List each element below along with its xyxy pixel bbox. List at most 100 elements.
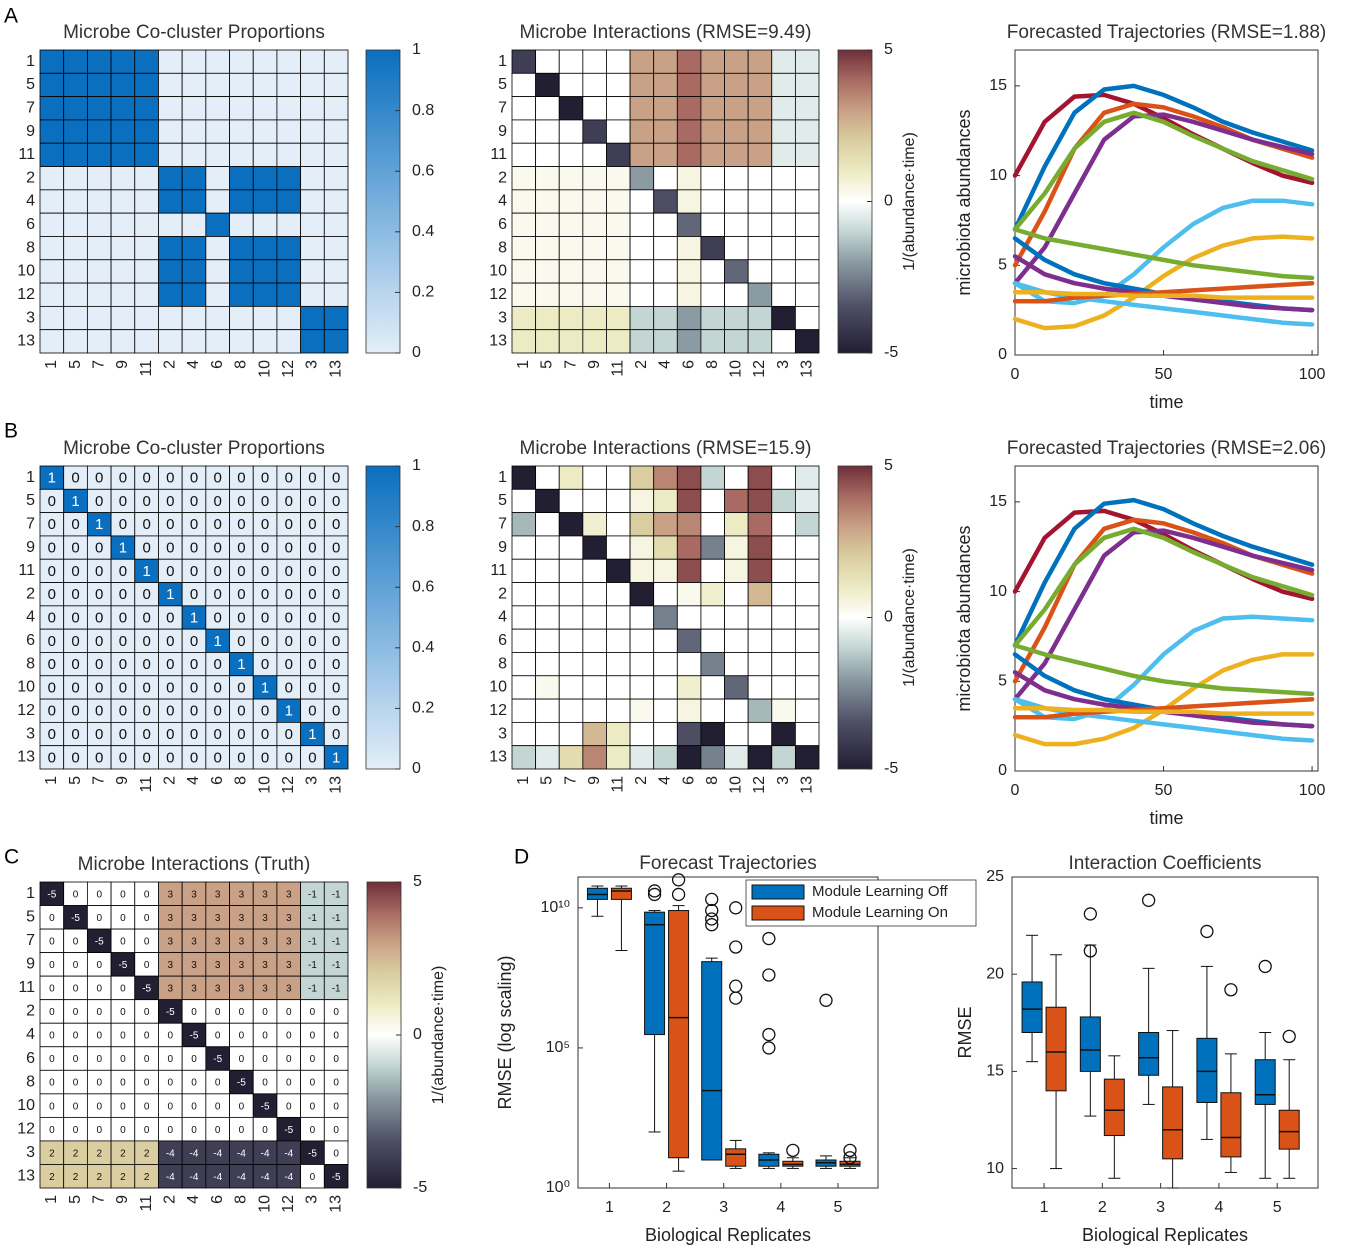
x-tick-label: 8 [233, 776, 250, 785]
heatmap-cell [535, 282, 560, 307]
heatmap-cell [63, 259, 88, 284]
heatmap-cell [252, 236, 278, 261]
heatmap-cell [86, 259, 112, 284]
cell-value: 0 [120, 1125, 126, 1136]
heatmap-cell [582, 212, 607, 237]
heatmap-cell [558, 652, 584, 677]
cell-value: 0 [120, 984, 126, 995]
heatmap-cell [724, 259, 749, 284]
cell-value: 3 [262, 889, 268, 900]
cell-value: 0 [214, 470, 222, 487]
cell-value: 3 [262, 913, 268, 924]
heatmap-cell [110, 212, 136, 237]
heatmap-cell [229, 119, 254, 144]
heatmap-cell [606, 119, 631, 144]
x-tick-label: 8 [704, 360, 721, 369]
heatmap-cell [86, 236, 112, 261]
legend-label: Module Learning Off [812, 883, 948, 900]
heatmap-cell [134, 259, 159, 284]
cell-value: 0 [96, 1007, 102, 1018]
x-tick-label: 11 [138, 1195, 155, 1212]
heatmap-cell [134, 305, 159, 331]
cell-value: 0 [49, 984, 55, 995]
y-tick-label: 9 [26, 123, 35, 140]
heatmap-cell [511, 96, 537, 121]
x-tick-label: 4 [657, 776, 674, 785]
heatmap-cell [110, 119, 136, 144]
cell-value: -4 [166, 1172, 175, 1183]
cell-value: 0 [71, 563, 79, 580]
heatmap-cell [582, 698, 607, 723]
cell-value: 2 [49, 1148, 55, 1159]
cell-value: 0 [237, 749, 245, 766]
heatmap-cell [794, 721, 820, 747]
heatmap-cell [629, 49, 655, 74]
cell-value: 0 [166, 540, 174, 557]
cell-value: 0 [333, 1101, 339, 1112]
heatmap-cell [629, 605, 655, 630]
cell-value: 0 [285, 609, 293, 626]
outlier [762, 968, 776, 982]
heatmap-cell [582, 535, 607, 560]
heatmap-cell [771, 582, 796, 607]
x-tick-label: 3 [304, 360, 321, 369]
heatmap-cell [511, 236, 537, 261]
heatmap-cell [700, 166, 725, 191]
heatmap-cell [205, 259, 230, 284]
heatmap-cell [252, 259, 278, 284]
heatmap-cell [700, 305, 725, 331]
cell-value: -5 [166, 1007, 175, 1018]
cell-value: 0 [168, 1125, 174, 1136]
heatmap-cell [181, 49, 207, 74]
cell-value: 3 [168, 936, 174, 947]
x-tick-label: 3 [304, 1195, 321, 1204]
cell-value: 1 [237, 656, 245, 673]
heatmap-cell [86, 119, 112, 144]
heatmap-cell [276, 119, 302, 144]
heatmap-cell [582, 582, 607, 607]
cell-value: 0 [95, 540, 103, 557]
cell-value: 0 [48, 656, 56, 673]
cell-value: 0 [73, 936, 79, 947]
cell-value: 0 [214, 516, 222, 533]
heatmap-cell [747, 166, 773, 191]
y-tick-label: 10⁵ [546, 1039, 570, 1056]
heatmap-cell [86, 212, 112, 237]
heatmap-cell [771, 259, 796, 284]
cell-value: 0 [191, 1054, 197, 1065]
heatmap-cell [700, 236, 725, 261]
cell-value: 0 [190, 726, 198, 743]
heatmap-cell [653, 305, 678, 331]
heatmap-cell [794, 142, 820, 167]
x-tick-label: 9 [586, 360, 603, 369]
cell-value: 0 [190, 470, 198, 487]
heatmap-cell [747, 142, 773, 167]
heatmap-cell [794, 558, 820, 583]
heatmap-cell [110, 142, 136, 167]
cell-value: 0 [95, 493, 103, 510]
heatmap-cell [582, 329, 607, 354]
cell-value: 0 [310, 1078, 316, 1089]
cell-value: 0 [73, 1031, 79, 1042]
heatmap-cell [700, 72, 725, 98]
cell-value: 0 [166, 633, 174, 650]
heatmap-cell [676, 236, 702, 261]
cell-value: 0 [48, 609, 56, 626]
heatmap-cell [606, 582, 631, 607]
cell-value: 0 [144, 960, 150, 971]
heatmap-cell [558, 675, 584, 700]
cell-value: 0 [308, 679, 316, 696]
heatmap-cell [558, 721, 584, 747]
heatmap-cell [653, 96, 678, 121]
cell-value: 0 [190, 563, 198, 580]
plot-area [1011, 876, 1319, 1189]
heatmap-cell [582, 259, 607, 284]
cell-value: -1 [332, 984, 341, 995]
outlier [705, 903, 719, 918]
outlier [762, 1041, 776, 1055]
heatmap-cell [252, 189, 278, 214]
cell-value: 0 [190, 656, 198, 673]
box [1021, 981, 1043, 1034]
cell-value: 0 [73, 889, 79, 900]
heatmap-cell [158, 72, 183, 98]
